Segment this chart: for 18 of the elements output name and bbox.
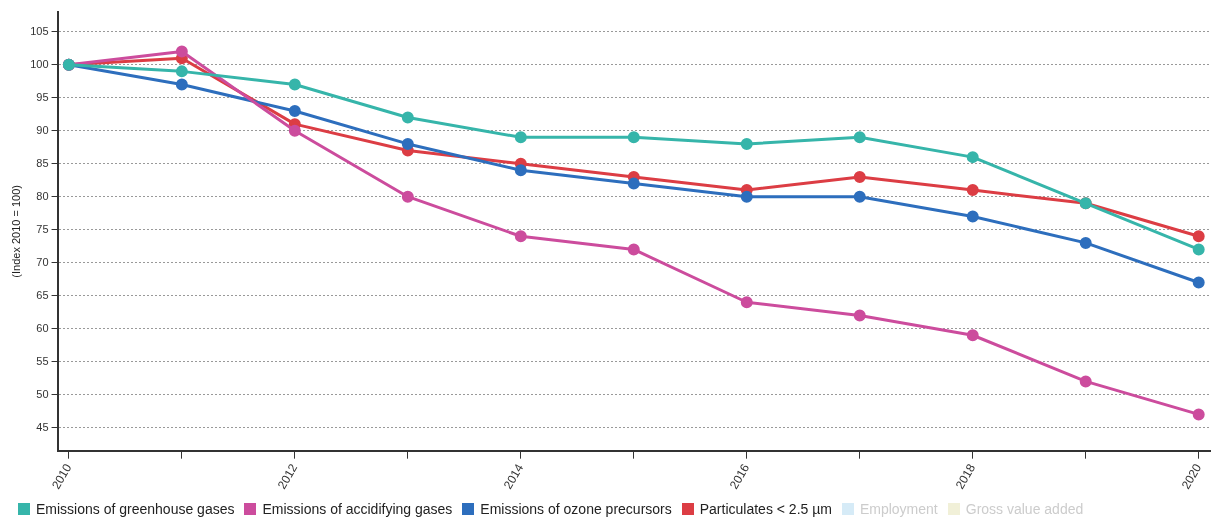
legend-label: Emissions of ozone precursors (480, 501, 672, 517)
legend-label: Particulates < 2.5 µm (699, 501, 832, 517)
y-tick-label: 55 (36, 354, 49, 367)
y-tick-label: 65 (36, 288, 49, 301)
y-tick-label: 90 (36, 123, 49, 136)
y-tick-label: 75 (36, 222, 49, 235)
legend-label: Emissions of greenhouse gases (36, 501, 235, 517)
y-tick-label: 50 (36, 387, 49, 400)
y-tick-label: 70 (36, 255, 49, 268)
y-tick-label: 85 (36, 156, 49, 169)
y-tick-label: 45 (36, 420, 49, 433)
y-tick-label: 80 (36, 189, 49, 202)
y-tick-label: 60 (36, 321, 49, 334)
y-tick-label: 105 (30, 24, 49, 37)
y-tick-label: 100 (30, 57, 49, 70)
y-axis-title: (Index 2010 = 100) (9, 185, 22, 278)
legend-label: Emissions of accidifying gases (262, 501, 453, 517)
y-tick-label: 95 (36, 90, 49, 103)
